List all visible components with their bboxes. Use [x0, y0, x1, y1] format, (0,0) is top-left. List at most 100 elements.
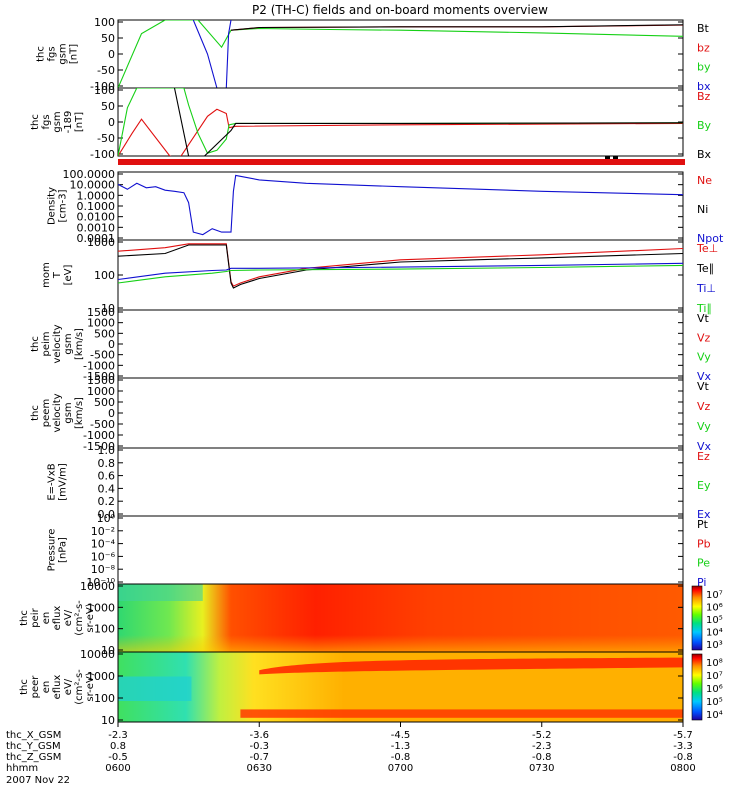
y-tick-label: 10 [101, 714, 115, 727]
colorbar-tick-label: 10⁵ [706, 697, 723, 708]
y-tick-label: 1000 [87, 236, 115, 249]
y-axis-label: sr-eV) [85, 603, 96, 632]
series-line-ti [118, 264, 683, 284]
y-tick-label: 0.8 [98, 457, 116, 470]
legend-bz: Bz [697, 90, 711, 103]
y-axis-label: [mV/m] [58, 463, 69, 501]
x-tick-label: 0730 [529, 763, 554, 774]
x-tick-label: -1.3 [391, 741, 411, 752]
y-tick-label: 1000 [87, 601, 115, 614]
bar-indicator-strip [118, 159, 685, 165]
y-tick-label: 10⁰ [97, 512, 116, 525]
colorbar-scale [691, 585, 703, 651]
y-axis-label: thc [30, 114, 41, 130]
y-tick-label: 0 [108, 48, 115, 61]
panel-frame [117, 309, 684, 379]
legend-vz: Vz [697, 331, 711, 344]
y-tick-label: 0 [108, 338, 115, 351]
colorbar-tick-label: 10⁶ [706, 603, 723, 614]
y-tick-label: 1000 [87, 385, 115, 398]
y-tick-label: 100 [94, 16, 115, 29]
legend-ti∥: Ti∥ [696, 302, 712, 315]
legend-vz: Vz [697, 400, 711, 413]
x-tick-label: -0.8 [391, 752, 411, 763]
y-tick-label: 100 [94, 84, 115, 97]
y-tick-label: -1500 [83, 370, 115, 383]
x-tick-label: 0800 [670, 763, 695, 774]
x-row-label: hhmm [6, 763, 38, 774]
y-axis-label: eflux [52, 675, 63, 700]
legend-pb: Pb [697, 537, 711, 550]
y-axis-label: en [41, 681, 52, 694]
y-axis-label: peer [30, 675, 41, 699]
colorbar-tick-label: 10⁸ [706, 658, 723, 669]
x-tick-label: -0.7 [249, 752, 269, 763]
y-tick-label: 10000 [80, 648, 115, 661]
y-axis-label: Density [47, 187, 58, 225]
figure-title: P2 (TH-C) fields and on-board moments ov… [252, 3, 548, 17]
y-tick-label: 1.0 [98, 444, 116, 457]
y-axis-label: [km/s] [74, 397, 85, 429]
y-tick-label: 0.0100 [77, 211, 116, 224]
y-axis-label: (cm²-s- [74, 600, 85, 636]
y-tick-label: 500 [94, 396, 115, 409]
legend-vt: Vt [697, 380, 710, 393]
y-tick-label: 10000 [80, 580, 115, 593]
y-axis-label: -189 [63, 111, 74, 134]
spectrogram-peer-patch [118, 676, 192, 701]
y-tick-label: -50 [97, 132, 115, 145]
series-line-bx [192, 20, 232, 88]
series-line-bx [173, 88, 683, 156]
y-tick-label: -1000 [83, 359, 115, 372]
y-axis-label: T [52, 271, 63, 279]
legend-by: By [697, 119, 712, 132]
y-tick-label: 10⁻¹⁰ [86, 576, 115, 589]
x-tick-label: 0700 [388, 763, 413, 774]
y-tick-label: -100 [90, 80, 115, 93]
x-tick-label: 0630 [247, 763, 272, 774]
legend-vy: Vy [697, 420, 711, 433]
legend-bz: bz [697, 41, 710, 54]
colorbar-tick-label: 10⁷ [706, 671, 723, 682]
y-axis-label: Pressure [47, 529, 58, 572]
y-axis-label: thc [19, 610, 30, 626]
legend-te⊥: Te⊥ [696, 242, 718, 255]
panel-efield: 1.00.80.60.40.20.0 E=-VxB [mV/m] Ez Ey Ex [47, 444, 711, 521]
y-axis-label: thc [19, 679, 30, 695]
panel-frame [117, 515, 684, 585]
spectrogram-peir-shade [118, 584, 683, 652]
x-tick-label: -3.3 [673, 741, 693, 752]
panel-frame [117, 239, 684, 311]
y-tick-label: -50 [97, 64, 115, 77]
y-tick-label: 0 [108, 116, 115, 129]
y-tick-label: 0 [108, 407, 115, 420]
y-axis-label: sr-eV) [85, 672, 96, 701]
colorbar-tick-label: 10⁶ [706, 684, 723, 695]
legend-ni: Ni [697, 203, 708, 216]
y-tick-label: 0.4 [98, 482, 116, 495]
y-tick-label: 1000 [87, 317, 115, 330]
y-tick-label: 10⁻⁴ [91, 538, 116, 551]
x-tick-label: -0.3 [249, 741, 269, 752]
y-axis-label: [km/s] [74, 328, 85, 360]
y-tick-label: 1500 [87, 374, 115, 387]
spectrogram-peir-patch [118, 584, 203, 601]
legend-vx: Vx [697, 440, 712, 453]
legend-bt: Bt [697, 22, 710, 35]
y-axis-label: [cm-3] [58, 189, 69, 222]
y-tick-label: 10⁻² [91, 525, 115, 538]
colorbar-tick-label: 10⁴ [706, 628, 723, 639]
series-line-by [118, 20, 683, 88]
y-tick-label: -1500 [83, 440, 115, 453]
y-tick-label: 0.0 [98, 508, 116, 521]
bar-indicator-mark [605, 156, 610, 159]
y-axis-label: en [41, 612, 52, 625]
y-axis-label: velocity [52, 324, 63, 363]
y-tick-label: 1000 [87, 670, 115, 683]
y-axis-label: peem [41, 399, 52, 427]
panel-frame [117, 171, 684, 241]
